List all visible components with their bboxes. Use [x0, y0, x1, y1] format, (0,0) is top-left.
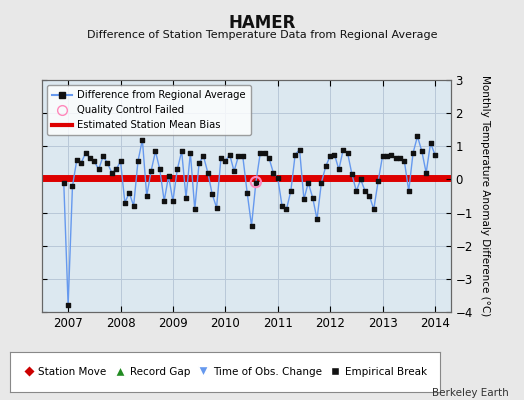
Y-axis label: Monthly Temperature Anomaly Difference (°C): Monthly Temperature Anomaly Difference (… — [479, 75, 489, 317]
Point — [112, 166, 121, 173]
Point — [60, 180, 68, 186]
Point — [182, 194, 190, 201]
Point — [243, 190, 252, 196]
Point — [383, 153, 391, 160]
Point — [309, 194, 317, 201]
Point — [151, 148, 160, 154]
Point — [335, 166, 343, 173]
Point — [413, 133, 422, 140]
Point — [199, 153, 208, 160]
Point — [81, 150, 90, 156]
Legend: Difference from Regional Average, Quality Control Failed, Estimated Station Mean: Difference from Regional Average, Qualit… — [47, 85, 250, 135]
Point — [400, 158, 409, 164]
Point — [234, 153, 243, 160]
Point — [269, 170, 278, 176]
Point — [165, 173, 173, 179]
Point — [317, 180, 325, 186]
Point — [90, 158, 99, 164]
Point — [225, 151, 234, 158]
Point — [287, 188, 295, 194]
Point — [300, 196, 308, 202]
Point — [125, 190, 134, 196]
Point — [186, 150, 194, 156]
Point — [282, 206, 291, 212]
Point — [396, 155, 404, 161]
Point — [178, 148, 186, 154]
Point — [169, 198, 177, 204]
Point — [191, 206, 199, 212]
Point — [330, 151, 339, 158]
Point — [247, 223, 256, 229]
Point — [143, 193, 151, 199]
Point — [195, 160, 203, 166]
Point — [86, 155, 94, 161]
Legend: Station Move, Record Gap, Time of Obs. Change, Empirical Break: Station Move, Record Gap, Time of Obs. C… — [19, 363, 431, 381]
Point — [147, 168, 155, 174]
Point — [374, 178, 383, 184]
Point — [313, 216, 321, 222]
Point — [431, 151, 439, 158]
Point — [160, 198, 168, 204]
Point — [73, 156, 81, 163]
Text: Difference of Station Temperature Data from Regional Average: Difference of Station Temperature Data f… — [87, 30, 437, 40]
Point — [204, 170, 212, 176]
Point — [77, 160, 85, 166]
Point — [265, 155, 273, 161]
Point — [348, 171, 356, 178]
Point — [409, 150, 417, 156]
Point — [405, 188, 413, 194]
Point — [134, 158, 142, 164]
Point — [427, 140, 435, 146]
Point — [173, 166, 181, 173]
Point — [99, 153, 107, 160]
Point — [208, 191, 216, 198]
Point — [252, 180, 260, 186]
Point — [260, 150, 269, 156]
Point — [352, 188, 361, 194]
Point — [387, 151, 396, 158]
Point — [365, 193, 374, 199]
Point — [103, 160, 112, 166]
Point — [129, 203, 138, 209]
Point — [304, 180, 312, 186]
Point — [326, 153, 334, 160]
Point — [296, 146, 304, 153]
Point — [343, 150, 352, 156]
Point — [212, 204, 221, 211]
Text: Berkeley Earth: Berkeley Earth — [432, 388, 508, 398]
Point — [322, 163, 330, 169]
Point — [361, 188, 369, 194]
Point — [138, 136, 147, 143]
Point — [221, 158, 230, 164]
Point — [339, 146, 347, 153]
Point — [107, 170, 116, 176]
Point — [116, 158, 125, 164]
Point — [94, 166, 103, 173]
Point — [278, 203, 286, 209]
Point — [369, 206, 378, 212]
Point — [64, 302, 72, 308]
Point — [356, 176, 365, 183]
Point — [230, 168, 238, 174]
Point — [68, 183, 77, 189]
Point — [378, 153, 387, 160]
Point — [422, 170, 430, 176]
Point — [238, 153, 247, 160]
Point — [217, 155, 225, 161]
Point — [121, 200, 129, 206]
Point — [418, 148, 426, 154]
Point — [252, 179, 260, 185]
Point — [391, 155, 400, 161]
Point — [156, 166, 164, 173]
Point — [291, 151, 299, 158]
Point — [256, 150, 265, 156]
Text: HAMER: HAMER — [228, 14, 296, 32]
Point — [274, 174, 282, 181]
